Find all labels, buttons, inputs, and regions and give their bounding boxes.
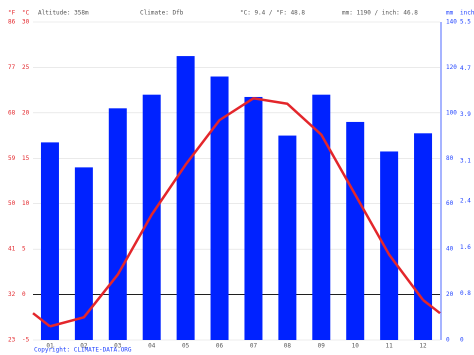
bar <box>108 108 127 340</box>
bar <box>74 167 93 340</box>
y-tick-label-c: 20 <box>22 109 30 116</box>
unit-c: °C <box>22 10 30 17</box>
altitude: Altitude: 358m <box>38 10 89 17</box>
y-tick-label-c: 15 <box>22 155 30 162</box>
x-tick-label: 12 <box>419 343 427 350</box>
bar <box>278 135 297 340</box>
bar <box>414 133 433 340</box>
x-tick-label: 10 <box>352 343 360 350</box>
unit-f: °F <box>8 10 16 17</box>
line-wrap <box>422 299 441 315</box>
bar <box>244 96 263 340</box>
inch-tick-label: 5.5 <box>460 19 471 26</box>
unit-inch: inch <box>460 10 474 17</box>
inch-tick-label: 2.4 <box>460 198 471 205</box>
y-tick-label-f: 68 <box>8 109 16 116</box>
y-tick-label-c: -5 <box>22 337 30 344</box>
x-tick-label: 04 <box>148 343 156 350</box>
inch-tick-label: 3.1 <box>460 157 471 164</box>
y-tick-label-f: 23 <box>8 337 16 344</box>
y-tick-label-c: 0 <box>22 291 26 298</box>
total-precip: mm: 1190 / inch: 46.8 <box>342 10 418 17</box>
y2-tick-label: 100 <box>446 109 457 116</box>
x-tick-label: 05 <box>182 343 190 350</box>
y-tick-label-f: 86 <box>8 19 16 26</box>
y2-tick-label: 40 <box>446 246 454 253</box>
y2-tick-label: 140 <box>446 19 457 26</box>
y2-tick-label: 60 <box>446 200 454 207</box>
x-tick-label: 08 <box>284 343 292 350</box>
y-tick-label-f: 41 <box>8 246 16 253</box>
bar <box>346 121 365 340</box>
copyright: Copyright: CLIMATE-DATA.ORG <box>34 347 132 354</box>
y-tick-label-f: 32 <box>8 291 16 298</box>
bar <box>40 142 59 340</box>
inch-tick-label: 0 <box>460 337 464 344</box>
x-tick-label: 06 <box>216 343 224 350</box>
y-tick-label-c: 5 <box>22 246 26 253</box>
y-tick-label-f: 50 <box>8 200 16 207</box>
y2-tick-label: 120 <box>446 64 457 71</box>
inch-tick-label: 3.9 <box>460 111 471 118</box>
bar <box>312 94 331 340</box>
bar <box>380 151 399 340</box>
y-tick-label-c: 30 <box>22 19 30 26</box>
y-tick-label-c: 25 <box>22 64 30 71</box>
y2-tick-label: 80 <box>446 155 454 162</box>
inch-tick-label: 4.7 <box>460 65 471 72</box>
bar <box>176 56 195 340</box>
inch-tick-label: 0.8 <box>460 290 471 297</box>
unit-mm: mm <box>446 10 454 17</box>
x-tick-label: 09 <box>318 343 326 350</box>
temperature-line <box>49 97 425 328</box>
y-tick-label-f: 59 <box>8 155 16 162</box>
inch-tick-label: 1.6 <box>460 244 471 251</box>
x-tick-label: 03 <box>114 343 122 350</box>
x-tick-label: 02 <box>80 343 88 350</box>
y2-tick-label: 0 <box>446 337 450 344</box>
x-tick-label: 07 <box>250 343 258 350</box>
x-tick-label: 01 <box>46 343 54 350</box>
bar <box>210 76 229 340</box>
x-tick-label: 11 <box>386 343 394 350</box>
mean-temp: °C: 9.4 / °F: 48.8 <box>240 10 305 17</box>
y2-tick-label: 20 <box>446 291 454 298</box>
y-tick-label-f: 77 <box>8 64 16 71</box>
y-tick-label-c: 10 <box>22 200 30 207</box>
climate: Climate: Dfb <box>140 10 184 17</box>
line-wrap <box>32 312 51 328</box>
bar <box>142 94 161 340</box>
